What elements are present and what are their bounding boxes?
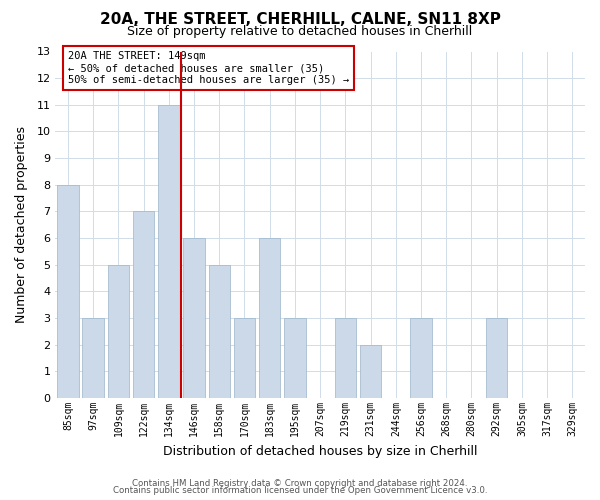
Bar [486,318,508,398]
Bar [335,318,356,398]
Bar [410,318,432,398]
Y-axis label: Number of detached properties: Number of detached properties [15,126,28,324]
Bar [360,345,382,398]
Bar [234,318,255,398]
X-axis label: Distribution of detached houses by size in Cherhill: Distribution of detached houses by size … [163,444,478,458]
Text: Contains HM Land Registry data © Crown copyright and database right 2024.: Contains HM Land Registry data © Crown c… [132,478,468,488]
Bar [158,105,179,398]
Bar [259,238,280,398]
Text: 20A THE STREET: 149sqm
← 50% of detached houses are smaller (35)
50% of semi-det: 20A THE STREET: 149sqm ← 50% of detached… [68,52,349,84]
Text: 20A, THE STREET, CHERHILL, CALNE, SN11 8XP: 20A, THE STREET, CHERHILL, CALNE, SN11 8… [100,12,500,28]
Bar [209,265,230,398]
Text: Contains public sector information licensed under the Open Government Licence v3: Contains public sector information licen… [113,486,487,495]
Text: Size of property relative to detached houses in Cherhill: Size of property relative to detached ho… [127,25,473,38]
Bar [82,318,104,398]
Bar [107,265,129,398]
Bar [284,318,305,398]
Bar [133,212,154,398]
Bar [184,238,205,398]
Bar [57,185,79,398]
